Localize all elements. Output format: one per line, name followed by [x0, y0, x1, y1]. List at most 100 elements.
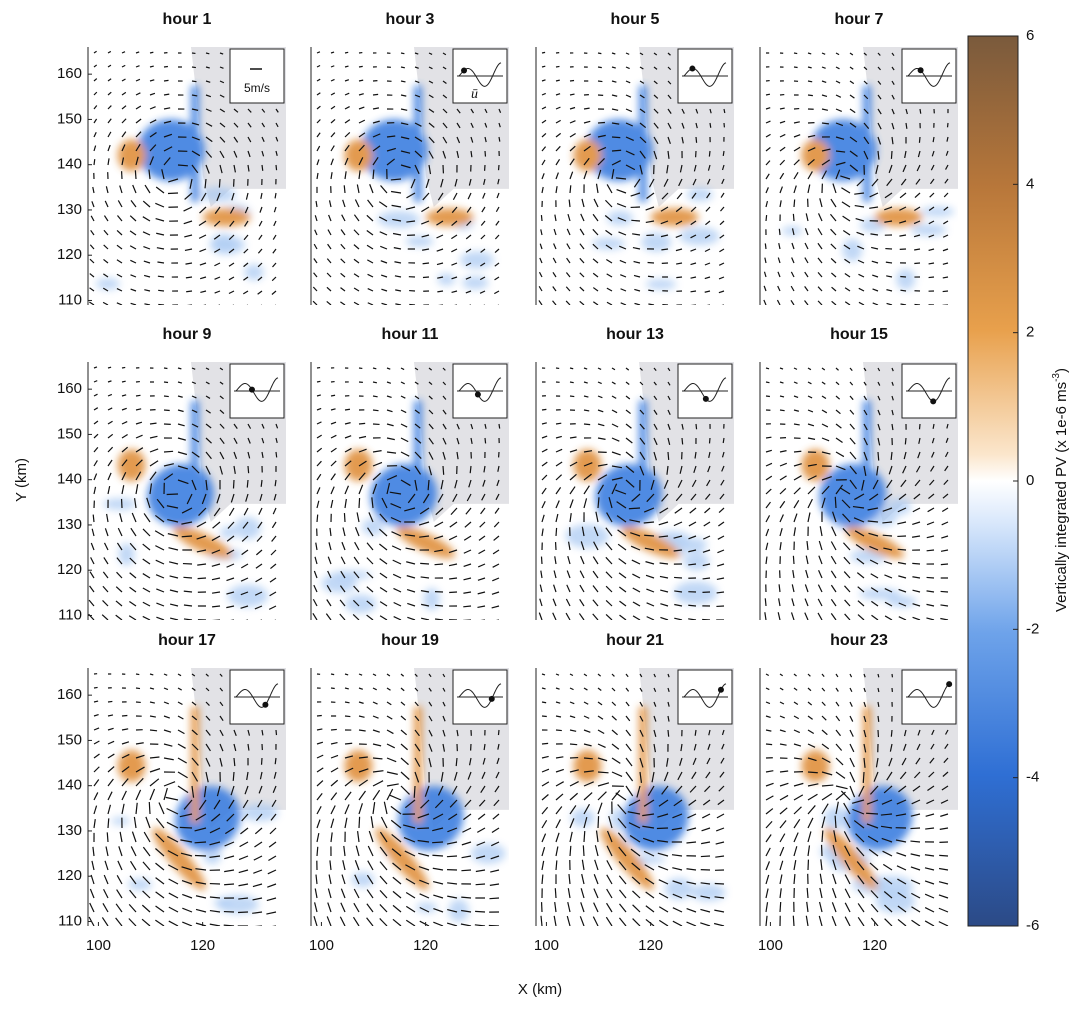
vector	[406, 548, 415, 550]
vector	[794, 833, 798, 842]
vector	[570, 159, 574, 165]
vector	[766, 121, 770, 123]
vector	[858, 260, 864, 263]
vector	[686, 869, 696, 870]
vector	[598, 368, 601, 369]
vector	[387, 784, 399, 786]
vector	[317, 448, 322, 452]
vector	[243, 305, 248, 308]
vector	[117, 875, 122, 884]
vector	[331, 52, 334, 53]
vector	[912, 920, 920, 926]
vector	[407, 576, 415, 578]
tide-phase	[489, 696, 495, 702]
vector	[883, 864, 892, 870]
vector	[407, 617, 415, 620]
vector	[144, 832, 150, 842]
vector	[871, 615, 878, 620]
vector	[136, 743, 144, 744]
vector	[423, 193, 429, 200]
vector	[819, 570, 822, 578]
vector	[864, 396, 867, 400]
vector	[122, 367, 125, 368]
vector	[359, 817, 360, 828]
vector	[850, 758, 854, 767]
vector	[108, 460, 112, 466]
vector	[122, 729, 128, 730]
vector	[780, 847, 784, 856]
vector	[594, 903, 598, 912]
vector	[354, 302, 359, 305]
vector	[648, 304, 654, 305]
vector	[765, 258, 766, 263]
vector	[779, 229, 780, 235]
vector	[178, 730, 184, 734]
vector	[317, 66, 320, 67]
vector	[864, 688, 865, 692]
vector	[703, 550, 710, 552]
vector	[808, 784, 818, 786]
vector	[94, 447, 98, 452]
pv-weak	[331, 571, 372, 580]
vector	[316, 875, 317, 884]
vector	[700, 909, 710, 912]
vector	[584, 396, 588, 397]
vector	[633, 248, 640, 249]
vector	[184, 605, 192, 606]
vector	[406, 920, 415, 926]
vector	[836, 730, 841, 736]
vector	[108, 132, 111, 137]
vector	[626, 772, 633, 781]
vector	[129, 616, 136, 620]
vector	[780, 795, 788, 800]
pv-weak	[128, 879, 152, 891]
vector	[794, 783, 803, 786]
vector	[156, 233, 164, 235]
vector	[373, 368, 376, 369]
vector	[794, 122, 800, 123]
vector	[619, 559, 626, 564]
vector	[794, 488, 800, 494]
vector	[150, 436, 157, 438]
colorbar-tick-label: 0	[1026, 472, 1034, 489]
vector	[131, 200, 136, 207]
vector	[886, 262, 892, 263]
vector	[417, 828, 429, 829]
vector	[633, 905, 640, 912]
vector	[107, 832, 108, 842]
vector	[326, 614, 331, 620]
vector	[719, 508, 724, 513]
vector	[406, 207, 415, 209]
vector	[395, 290, 401, 291]
vector	[495, 235, 499, 239]
pv-positive	[801, 750, 829, 782]
vector	[766, 889, 768, 898]
vector	[780, 160, 785, 165]
vector	[341, 273, 345, 277]
vector	[806, 213, 808, 221]
vector	[542, 93, 546, 95]
vector	[243, 291, 248, 294]
vector	[766, 368, 769, 369]
vector	[328, 244, 331, 249]
vector	[108, 408, 112, 410]
vector	[764, 272, 766, 277]
vector	[570, 134, 576, 137]
vector	[447, 883, 457, 884]
vector	[156, 575, 164, 578]
vector	[805, 584, 808, 592]
vector	[252, 912, 262, 913]
vector	[345, 780, 353, 786]
vector	[896, 853, 906, 856]
x-axis-label: X (km)	[518, 981, 562, 998]
vector	[94, 394, 98, 396]
vector	[130, 573, 136, 578]
vector	[331, 688, 335, 689]
vector	[478, 564, 485, 567]
vector	[584, 171, 587, 179]
vector	[626, 109, 632, 112]
vector	[150, 716, 156, 717]
vector	[345, 702, 350, 703]
vector	[122, 381, 126, 382]
vector	[612, 109, 618, 110]
